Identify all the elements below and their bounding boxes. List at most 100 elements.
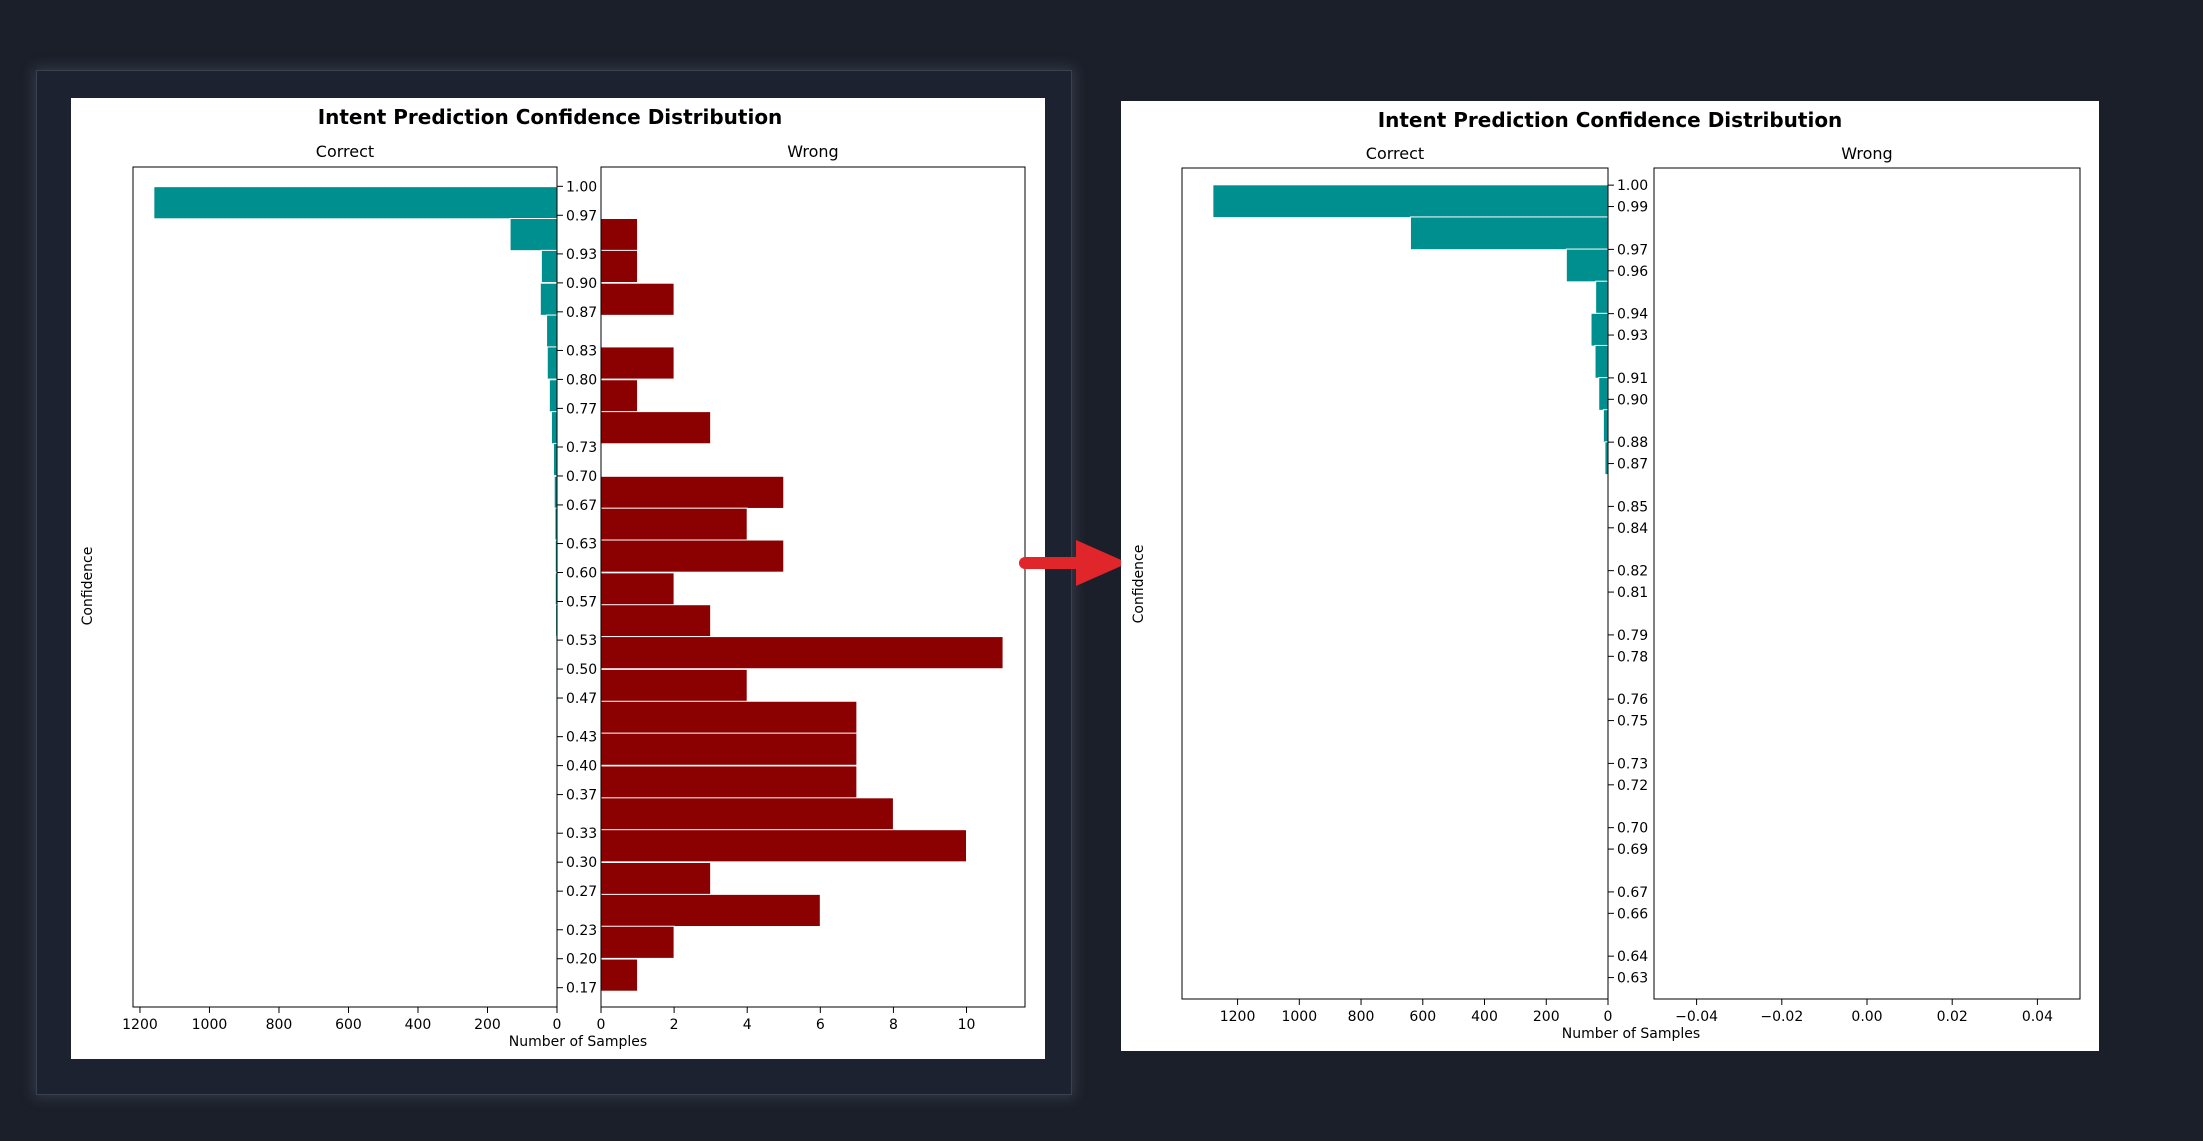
before-wrong-bar	[600, 797, 894, 831]
after-y-tick-label: 0.96	[1617, 264, 1648, 280]
before-y-tick-label: 0.97	[566, 208, 597, 224]
after-y-tick-label: 0.79	[1617, 628, 1648, 644]
after-y-tick-label: 0.67	[1617, 885, 1648, 901]
after-y-tick-label: 0.75	[1617, 714, 1648, 730]
after-correct-bar	[1598, 377, 1609, 411]
before-chart-background	[71, 98, 1045, 1059]
after-y-tick-label: 0.81	[1617, 585, 1648, 601]
after-correct-bar	[1602, 409, 1609, 443]
before-wrong-bar	[600, 765, 858, 799]
before-correct-bar	[509, 218, 558, 252]
before-correct-bar	[539, 282, 558, 316]
after-y-tick-label: 0.64	[1617, 949, 1648, 965]
after-y-tick-label: 0.73	[1617, 756, 1648, 772]
before-correct-x-tick-label: 1000	[192, 1017, 228, 1033]
after-y-tick-label: 0.85	[1617, 499, 1648, 515]
after-y-tick-label: 0.63	[1617, 971, 1648, 987]
before-y-tick-label: 0.20	[566, 952, 597, 968]
after-correct-x-tick-label: 1000	[1281, 1009, 1317, 1025]
before-wrong-bar	[600, 218, 639, 252]
before-y-tick-label: 0.23	[566, 923, 597, 939]
before-y-tick-label: 0.50	[566, 662, 597, 678]
before-wrong-bar	[600, 732, 858, 766]
after-y-tick-label: 1.00	[1617, 178, 1648, 194]
before-y-tick-label: 0.30	[566, 855, 597, 871]
before-correct-x-tick-label: 600	[335, 1017, 362, 1033]
after-wrong-subtitle: Wrong	[1841, 144, 1892, 163]
after-correct-x-tick-label: 0	[1604, 1009, 1613, 1025]
after-correct-bar	[1212, 184, 1609, 219]
after-correct-bar	[1590, 312, 1609, 347]
after-y-tick-label: 0.88	[1617, 435, 1648, 451]
after-y-axis-label: Confidence	[1131, 545, 1147, 624]
before-y-tick-label: 0.93	[566, 247, 597, 263]
after-y-tick-label: 0.70	[1617, 821, 1648, 837]
before-y-tick-label: 0.17	[566, 981, 597, 997]
after-wrong-x-tick-label: −0.04	[1675, 1009, 1718, 1025]
before-correct-x-tick-label: 1200	[122, 1017, 158, 1033]
after-y-tick-label: 0.69	[1617, 842, 1648, 858]
after-chart: Intent Prediction Confidence Distributio…	[1121, 101, 2099, 1051]
before-wrong-bar	[600, 636, 1004, 670]
before-y-tick-label: 0.67	[566, 498, 597, 514]
transition-arrow-icon	[1019, 540, 1128, 586]
before-wrong-bar	[600, 862, 712, 896]
after-y-tick-label: 0.87	[1617, 457, 1648, 473]
after-y-tick-label: 0.82	[1617, 564, 1648, 580]
after-correct-subtitle: Correct	[1366, 144, 1424, 163]
before-wrong-subtitle: Wrong	[787, 142, 838, 161]
after-y-tick-label: 0.99	[1617, 200, 1648, 216]
after-correct-bar	[1409, 216, 1609, 251]
before-y-tick-label: 0.37	[566, 788, 597, 804]
before-correct-x-tick-label: 200	[474, 1017, 501, 1033]
before-y-tick-label: 0.53	[566, 633, 597, 649]
after-correct-bar	[1594, 344, 1609, 379]
before-wrong-bar	[600, 893, 821, 928]
before-y-tick-label: 0.57	[566, 594, 597, 610]
before-y-tick-label: 0.90	[566, 276, 597, 292]
after-correct-bar	[1565, 248, 1609, 283]
before-wrong-bar	[600, 249, 639, 284]
after-y-tick-label: 0.84	[1617, 521, 1648, 537]
before-y-tick-label: 0.60	[566, 566, 597, 582]
before-y-tick-label: 0.43	[566, 730, 597, 746]
before-y-tick-label: 0.87	[566, 305, 597, 321]
after-y-tick-label: 0.91	[1617, 371, 1648, 387]
before-wrong-x-tick-label: 8	[889, 1017, 898, 1033]
before-correct-x-tick-label: 400	[405, 1017, 432, 1033]
before-correct-bar	[153, 186, 558, 220]
after-x-axis-label: Number of Samples	[1562, 1026, 1700, 1042]
before-wrong-bar	[600, 700, 858, 734]
before-wrong-bar	[600, 572, 675, 606]
before-correct-x-tick-label: 0	[553, 1017, 562, 1033]
before-correct-bar	[548, 379, 558, 413]
before-y-tick-label: 0.47	[566, 691, 597, 707]
before-correct-bar	[540, 249, 558, 284]
before-wrong-bar	[600, 925, 675, 959]
before-wrong-bar	[600, 539, 785, 573]
after-y-tick-label: 0.76	[1617, 692, 1648, 708]
after-wrong-x-tick-label: 0.04	[2022, 1009, 2053, 1025]
before-wrong-x-tick-label: 10	[958, 1017, 976, 1033]
before-correct-bar	[550, 411, 558, 445]
before-wrong-bar	[600, 829, 968, 863]
after-correct-x-tick-label: 1200	[1220, 1009, 1256, 1025]
before-y-tick-label: 0.27	[566, 884, 597, 900]
before-x-axis-label: Number of Samples	[509, 1034, 647, 1050]
after-y-tick-label: 0.93	[1617, 328, 1648, 344]
after-correct-x-tick-label: 600	[1409, 1009, 1436, 1025]
before-correct-bar	[546, 314, 558, 348]
before-correct-subtitle: Correct	[316, 142, 374, 161]
after-correct-x-tick-label: 200	[1533, 1009, 1560, 1025]
after-wrong-x-tick-label: 0.02	[1937, 1009, 1968, 1025]
before-y-tick-label: 0.70	[566, 469, 597, 485]
before-correct-bar	[546, 346, 558, 380]
before-wrong-bar	[600, 604, 712, 638]
before-wrong-bar	[600, 346, 675, 380]
before-correct-axes-frame	[132, 166, 558, 1008]
after-correct-x-tick-label: 400	[1471, 1009, 1498, 1025]
before-y-tick-label: 0.77	[566, 401, 597, 417]
before-wrong-bar	[600, 411, 712, 445]
after-chart-background	[1121, 101, 2099, 1051]
